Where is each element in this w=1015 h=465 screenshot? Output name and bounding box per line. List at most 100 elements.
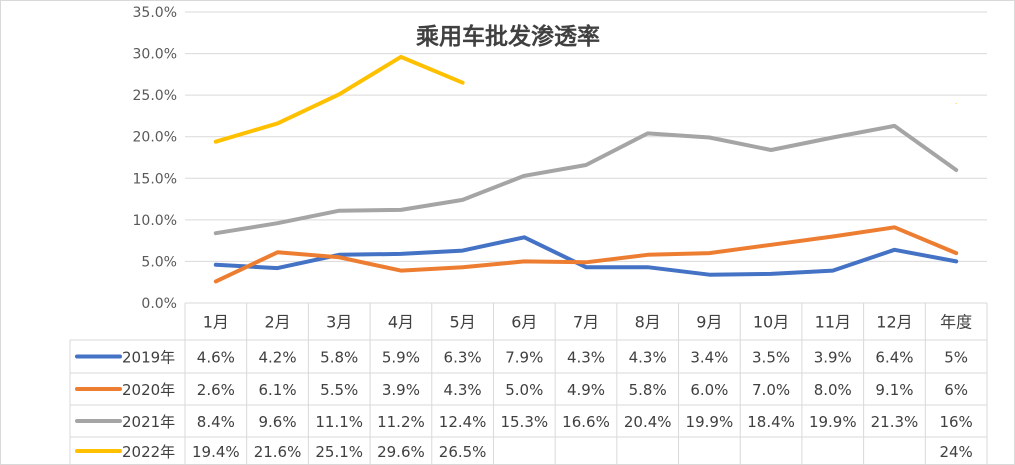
data-point <box>832 270 834 272</box>
data-point <box>400 270 402 272</box>
x-tick-label: 年度 <box>940 313 972 332</box>
data-label: 4.9% <box>567 381 605 399</box>
data-point <box>462 82 464 84</box>
x-tick-label: 5月 <box>450 313 476 332</box>
data-point <box>585 261 587 263</box>
data-point <box>400 209 402 211</box>
data-point <box>647 254 649 256</box>
data-point <box>277 267 279 269</box>
data-point <box>277 251 279 253</box>
legend-label: 2019年 <box>122 349 175 367</box>
data-label: 4.6% <box>197 349 235 367</box>
data-label: 15.3% <box>500 413 548 431</box>
data-point <box>400 253 402 255</box>
legend-label: 2020年 <box>122 381 175 399</box>
data-point <box>955 169 957 171</box>
data-point <box>400 56 402 58</box>
data-label: 4.3% <box>567 349 605 367</box>
data-label: 8.0% <box>814 381 852 399</box>
data-label: 6.1% <box>258 381 296 399</box>
data-label: 11.2% <box>377 413 425 431</box>
data-label: 2.6% <box>197 381 235 399</box>
x-tick-label: 7月 <box>573 313 599 332</box>
x-tick-label: 3月 <box>326 313 352 332</box>
data-label: 6.3% <box>444 349 482 367</box>
data-label: 19.9% <box>686 413 734 431</box>
data-point <box>215 141 217 143</box>
data-point <box>955 260 957 262</box>
x-tick-label: 2月 <box>264 313 290 332</box>
data-label: 16% <box>939 413 972 431</box>
data-point <box>893 249 895 251</box>
data-label: 6.4% <box>875 349 913 367</box>
data-point <box>523 236 525 238</box>
data-point <box>708 274 710 276</box>
data-point <box>215 232 217 234</box>
data-point <box>215 264 217 266</box>
data-point <box>338 256 340 258</box>
y-tick-label: 0.0% <box>141 296 177 312</box>
data-label: 26.5% <box>439 443 487 461</box>
data-label: 7.9% <box>505 349 543 367</box>
data-point <box>832 137 834 139</box>
data-point <box>585 164 587 166</box>
data-point <box>462 266 464 268</box>
data-point <box>523 175 525 177</box>
data-label: 6.0% <box>690 381 728 399</box>
y-tick-label: 25.0% <box>133 88 177 104</box>
data-label: 9.6% <box>258 413 296 431</box>
data-label: 19.9% <box>809 413 857 431</box>
x-tick-label: 12月 <box>876 313 912 332</box>
data-label: 3.9% <box>382 381 420 399</box>
data-point <box>955 102 957 104</box>
x-tick-label: 1月 <box>203 313 229 332</box>
data-label: 24% <box>939 443 972 461</box>
data-label: 8.4% <box>197 413 235 431</box>
data-point <box>215 280 217 282</box>
legend-label: 2021年 <box>122 413 175 431</box>
data-label: 12.4% <box>439 413 487 431</box>
y-tick-label: 30.0% <box>133 47 177 63</box>
data-label: 18.4% <box>747 413 795 431</box>
data-point <box>523 260 525 262</box>
series-line <box>213 225 959 284</box>
data-label: 6% <box>944 381 968 399</box>
data-point <box>277 222 279 224</box>
y-tick-label: 35.0% <box>133 5 177 21</box>
data-point <box>770 149 772 151</box>
chart-title: 乘用车批发渗透率 <box>415 23 600 50</box>
x-tick-label: 8月 <box>635 313 661 332</box>
data-label: 21.6% <box>254 443 302 461</box>
gridlines <box>185 11 987 304</box>
data-label: 4.2% <box>258 349 296 367</box>
data-point <box>338 254 340 256</box>
data-point <box>832 235 834 237</box>
data-point <box>462 199 464 201</box>
data-label: 3.4% <box>690 349 728 367</box>
x-tick-label: 10月 <box>753 313 789 332</box>
data-point <box>338 93 340 95</box>
data-label: 20.4% <box>624 413 672 431</box>
data-label: 9.1% <box>875 381 913 399</box>
data-point <box>955 252 957 254</box>
data-point <box>770 244 772 246</box>
data-label: 16.6% <box>562 413 610 431</box>
y-axis-labels: 0.0% 5.0% 10.0% 15.0% 20.0% 25.0% 30.0% 35.0% <box>133 5 177 312</box>
x-tick-label: 4月 <box>388 313 414 332</box>
data-point <box>462 250 464 252</box>
data-point <box>277 122 279 124</box>
data-label: 19.4% <box>192 443 240 461</box>
data-label: 11.1% <box>315 413 363 431</box>
series-line <box>213 123 959 236</box>
x-tick-label: 9月 <box>696 313 722 332</box>
y-tick-label: 20.0% <box>133 130 177 146</box>
data-point <box>647 266 649 268</box>
data-label: 4.3% <box>629 349 667 367</box>
x-tick-label: 6月 <box>511 313 537 332</box>
y-tick-label: 5.0% <box>141 254 177 270</box>
x-tick-label: 11月 <box>815 313 851 332</box>
data-point <box>708 137 710 139</box>
data-label: 3.5% <box>752 349 790 367</box>
data-point <box>770 273 772 275</box>
